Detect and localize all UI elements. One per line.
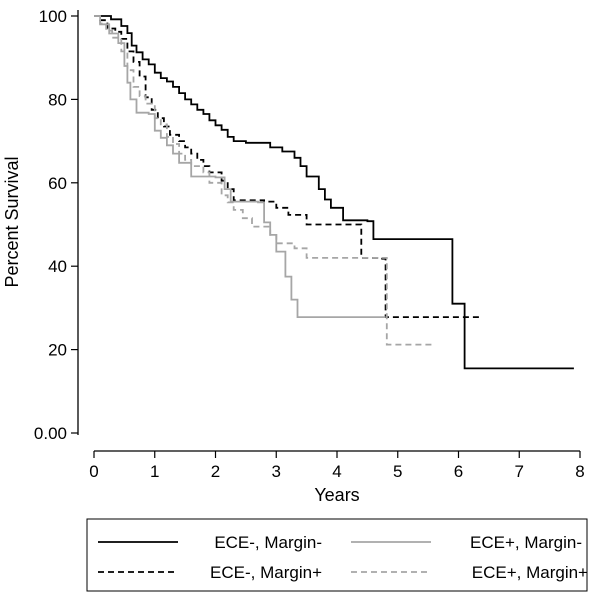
series-ece-minus-margin-plus xyxy=(94,15,483,318)
x-tick-label-3: 3 xyxy=(272,462,281,481)
axes xyxy=(77,10,580,452)
y-tick-label-20: 20 xyxy=(48,341,67,360)
y-axis-title: Percent Survival xyxy=(2,156,22,287)
x-tick-label-1: 1 xyxy=(150,462,159,481)
x-tick-label-0: 0 xyxy=(89,462,98,481)
legend-label-ece-plus-margin-plus: ECE+, Margin+ xyxy=(472,563,588,582)
legend: ECE-, Margin- ECE+, Margin- ECE-, Margin… xyxy=(86,518,588,592)
y-tick-label-60: 60 xyxy=(48,174,67,193)
y-tick-label-100: 100 xyxy=(39,7,67,26)
y-tick-label-40: 40 xyxy=(48,257,67,276)
series-ece-minus-margin-minus xyxy=(94,15,574,370)
x-tick-label-5: 5 xyxy=(393,462,402,481)
series-ece-plus-margin-minus xyxy=(94,15,386,318)
y-tick-label-0: 0.00 xyxy=(34,424,67,443)
x-tick-label-6: 6 xyxy=(454,462,463,481)
x-tick-label-8: 8 xyxy=(575,462,584,481)
legend-label-ece-minus-margin-plus: ECE-, Margin+ xyxy=(210,563,322,582)
x-axis-title: Years xyxy=(314,485,359,505)
series-ece-plus-margin-plus xyxy=(94,15,435,346)
legend-box xyxy=(86,518,588,592)
series-layer xyxy=(94,15,574,370)
x-ticks: 0 1 2 3 4 5 6 7 8 xyxy=(89,451,585,481)
x-tick-label-4: 4 xyxy=(332,462,341,481)
y-ticks: 0.00 20 40 60 80 100 xyxy=(34,7,78,443)
x-tick-label-7: 7 xyxy=(515,462,524,481)
x-tick-label-2: 2 xyxy=(211,462,220,481)
legend-label-ece-minus-margin-minus: ECE-, Margin- xyxy=(214,533,322,552)
legend-label-ece-plus-margin-minus: ECE+, Margin- xyxy=(470,533,582,552)
y-tick-label-80: 80 xyxy=(48,90,67,109)
